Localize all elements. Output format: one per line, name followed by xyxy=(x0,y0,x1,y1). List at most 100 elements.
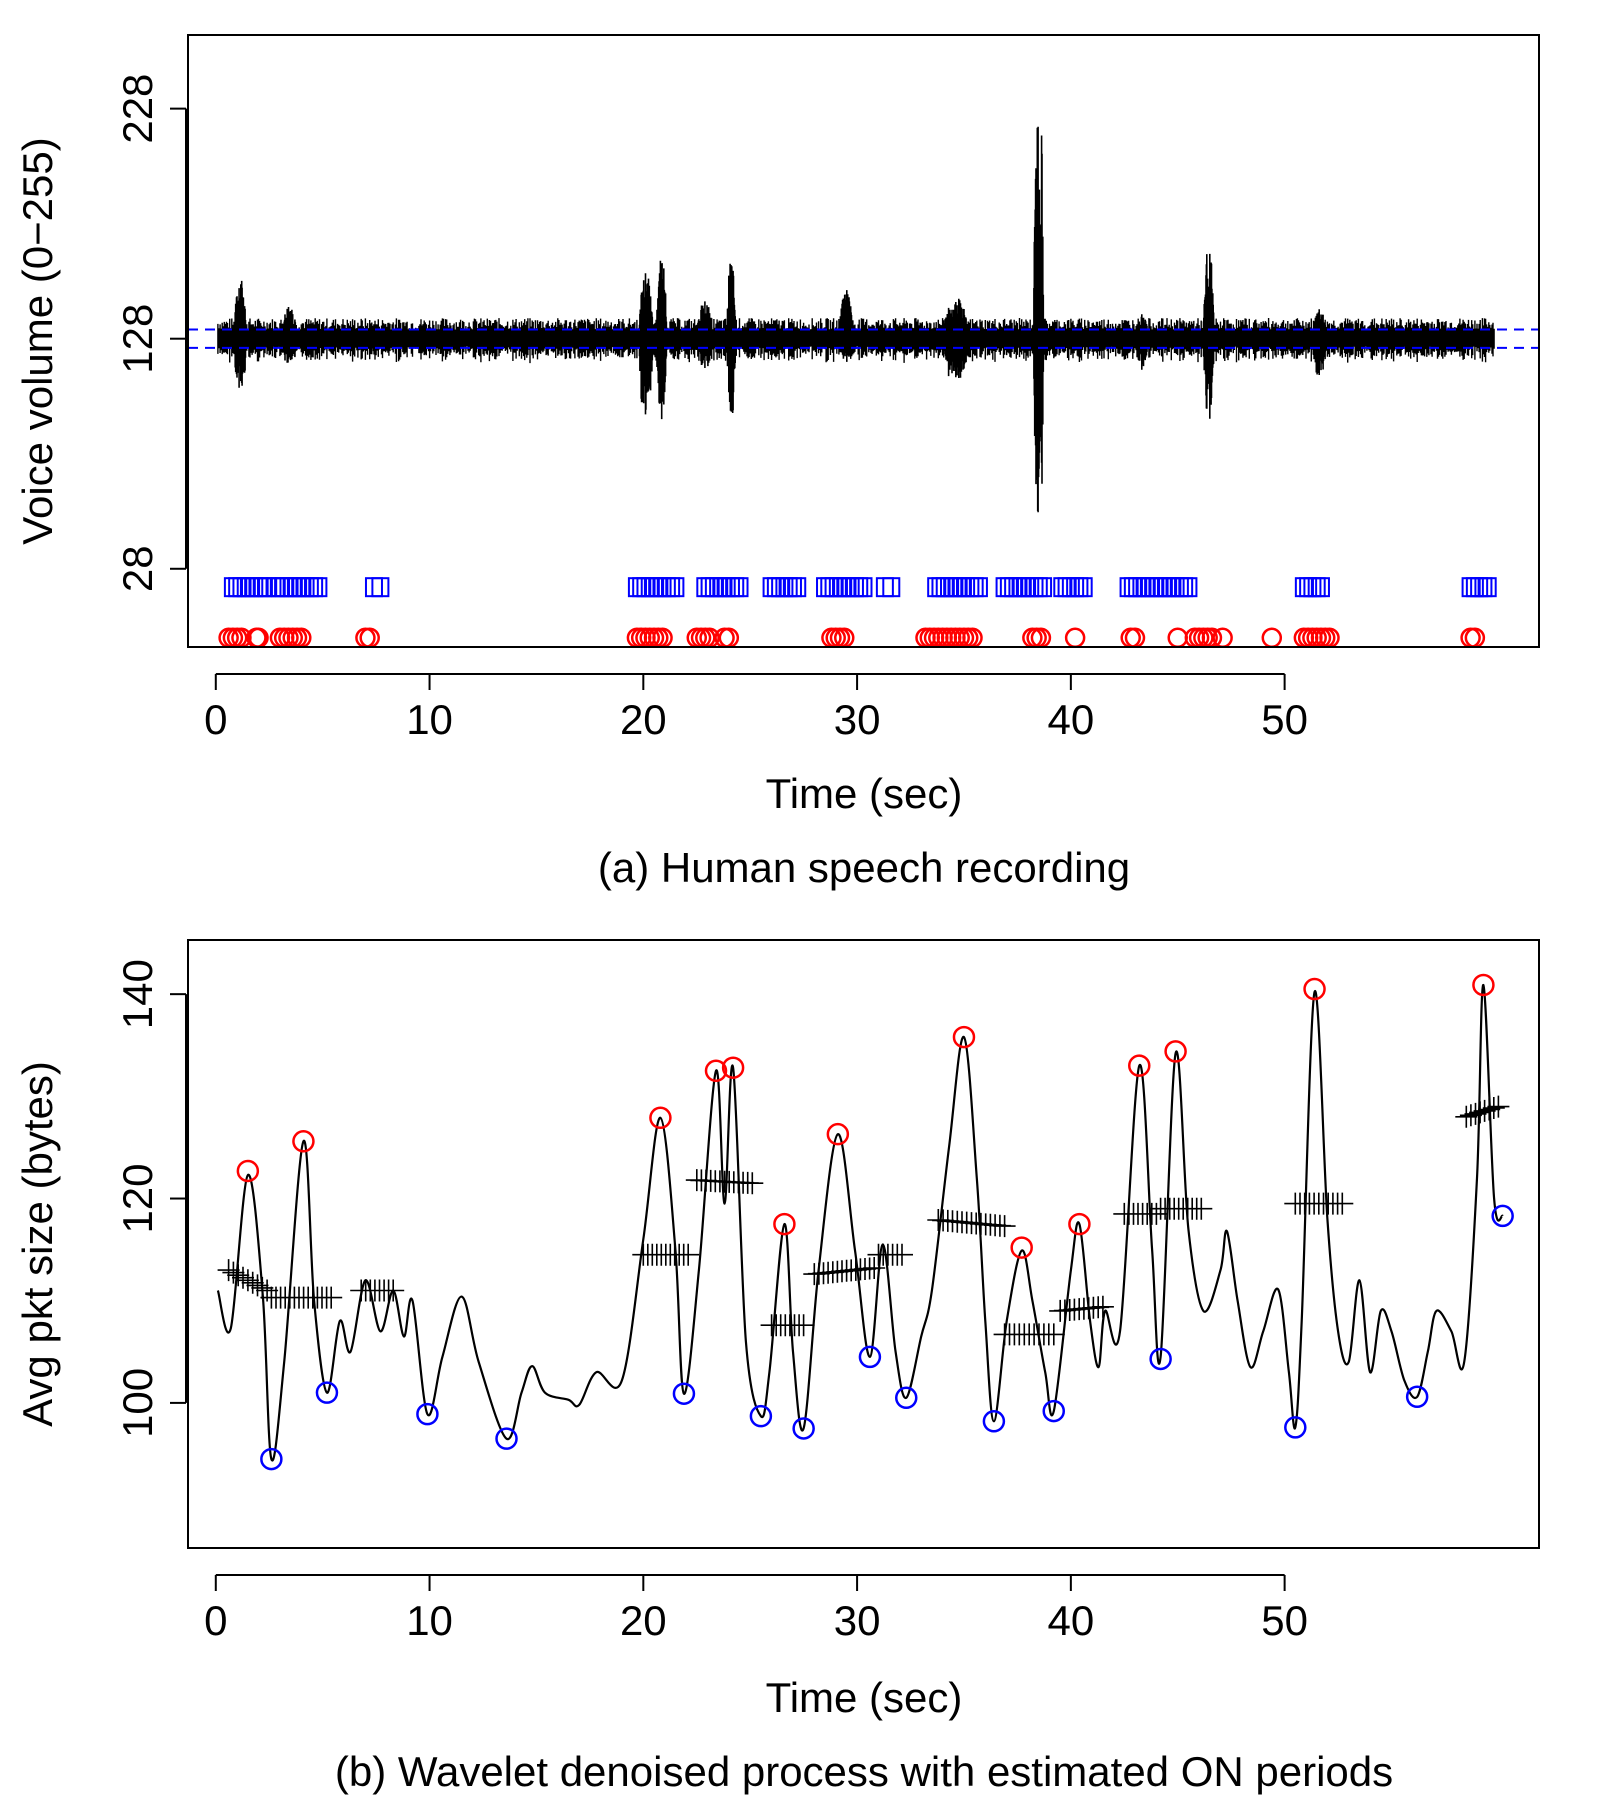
trough-circle-marker xyxy=(858,1345,882,1369)
speech-burst xyxy=(837,290,855,362)
speech-burst xyxy=(233,280,248,388)
on-period-marks xyxy=(685,1169,764,1195)
on-period-marks xyxy=(260,1286,343,1309)
on-period-marks xyxy=(867,1243,913,1266)
onset-square-marker xyxy=(364,577,383,598)
peak-circle-marker xyxy=(1164,1040,1187,1063)
panel-a-frame xyxy=(187,34,1540,648)
panel-a-y-tick-label: 28 xyxy=(114,545,161,592)
panel-a-y-axis-label: Voice volume (0−255) xyxy=(14,137,61,544)
peak-circle-marker xyxy=(952,1025,976,1049)
on-period-marks xyxy=(632,1243,700,1266)
onset-square-marker xyxy=(1034,577,1053,598)
detected-circle-marker xyxy=(1120,627,1141,647)
detected-circle-marker xyxy=(1261,627,1283,647)
detected-circle-marker xyxy=(355,627,376,647)
on-period-marks xyxy=(1113,1202,1168,1225)
speech-burst xyxy=(655,260,668,420)
peak-circle-marker xyxy=(1068,1212,1091,1236)
on-period-marks xyxy=(993,1323,1065,1346)
onset-square-marker xyxy=(309,577,328,598)
onset-square-marker xyxy=(854,577,873,598)
on-period-marks xyxy=(1049,1295,1114,1322)
panel-b-x-tick-label: 30 xyxy=(834,1597,881,1644)
speech-burst xyxy=(696,301,714,368)
detected-circle-marker xyxy=(359,627,380,647)
trough-circle-marker xyxy=(672,1382,696,1405)
detected-circle-marker xyxy=(1464,627,1486,647)
on-period-marks xyxy=(217,1259,279,1302)
on-period-marks xyxy=(1149,1197,1213,1220)
panel-b-x-tick-label: 20 xyxy=(620,1597,667,1644)
panel-b-x-tick-label: 50 xyxy=(1261,1597,1308,1644)
panel-b-x-tick-label: 40 xyxy=(1047,1597,1094,1644)
speech-burst xyxy=(1203,253,1215,419)
speech-burst xyxy=(1039,135,1045,484)
speech-burst xyxy=(1134,314,1150,370)
on-period-marks xyxy=(1455,1095,1510,1128)
panel-a-plot-area xyxy=(188,126,1539,647)
peak-circle-marker xyxy=(1472,973,1495,997)
trough-circle-marker xyxy=(1405,1385,1429,1409)
onset-square-marker xyxy=(730,577,749,598)
panel-b-x-tick-label: 10 xyxy=(406,1597,453,1644)
speech-burst xyxy=(367,324,379,352)
panel-a-x-tick-label: 30 xyxy=(834,696,881,743)
onset-square-marker xyxy=(371,577,390,598)
speech-burst xyxy=(942,298,970,378)
onset-square-marker xyxy=(1478,577,1497,598)
onset-square-marker xyxy=(882,577,901,598)
panel-a-x-tick-label: 0 xyxy=(204,696,227,743)
peak-circle-marker xyxy=(236,1159,260,1183)
onset-square-marker xyxy=(969,577,988,598)
onset-square-marker xyxy=(875,577,894,598)
trough-circle-marker xyxy=(792,1417,815,1440)
trough-circle-marker xyxy=(1284,1416,1307,1439)
panel-a-x-tick-label: 10 xyxy=(406,696,453,743)
detected-circle-marker xyxy=(1124,627,1146,647)
on-period-marks xyxy=(350,1279,405,1302)
denoised-series-line xyxy=(216,983,1504,1462)
onset-square-marker xyxy=(1179,577,1198,598)
panel-b-y-axis-label: Avg pkt size (bytes) xyxy=(14,1061,61,1427)
on-period-marks xyxy=(1284,1192,1354,1215)
speech-waveform-baseline xyxy=(217,318,1495,364)
trough-circle-marker xyxy=(260,1447,283,1471)
panel-a-x-axis-label: Time (sec) xyxy=(766,770,963,817)
peak-circle-marker xyxy=(649,1106,672,1130)
panel-b-wavelet-denoised: 0 10 20 30 40 50 100 120 140 Time (sec) Avg pkt … xyxy=(14,939,1540,1795)
trough-circle-marker xyxy=(1491,1204,1514,1228)
panel-a-axes: 0 10 20 30 40 50 28 128 228 xyxy=(114,74,1308,743)
detected-circle-marker xyxy=(718,627,740,647)
panel-b-caption: (b) Wavelet denoised process with estima… xyxy=(335,1748,1393,1795)
peak-circle-marker xyxy=(292,1130,315,1153)
trough-circle-marker xyxy=(315,1381,339,1404)
detected-circle-marker xyxy=(1064,627,1086,647)
peak-circle-marker xyxy=(704,1059,728,1083)
detected-circle-marker xyxy=(1026,627,1047,647)
panel-b-y-tick-label: 140 xyxy=(114,959,161,1029)
onset-square-marker xyxy=(1311,577,1330,598)
panel-a-y-tick-label: 128 xyxy=(114,304,161,374)
peak-circle-marker xyxy=(826,1122,850,1146)
onset-square-marker xyxy=(788,577,807,598)
panel-b-axes: 0 10 20 30 40 50 100 120 140 xyxy=(114,959,1308,1644)
peak-circle-marker xyxy=(1303,977,1326,1001)
trough-circle-marker xyxy=(982,1410,1006,1433)
panel-a-x-tick-label: 20 xyxy=(620,696,667,743)
peak-circle-marker xyxy=(1128,1054,1151,1077)
panel-b-x-tick-label: 0 xyxy=(204,1597,227,1644)
onset-square-marker xyxy=(1074,577,1093,598)
trough-circle-marker xyxy=(416,1402,439,1426)
panel-b-plot-area xyxy=(216,973,1514,1471)
trough-circle-marker xyxy=(895,1386,918,1410)
on-period-marks xyxy=(760,1314,815,1337)
detected-circle-marker xyxy=(1167,627,1188,647)
speech-burst xyxy=(279,307,299,363)
detected-circle-marker xyxy=(1460,627,1481,647)
panel-b-y-tick-label: 100 xyxy=(114,1368,161,1438)
panel-a-speech-recording: 0 10 20 30 40 50 28 128 228 Time (sec) Voice vol… xyxy=(14,34,1540,891)
panel-b-y-tick-label: 120 xyxy=(114,1163,161,1233)
speech-burst xyxy=(1312,309,1328,375)
